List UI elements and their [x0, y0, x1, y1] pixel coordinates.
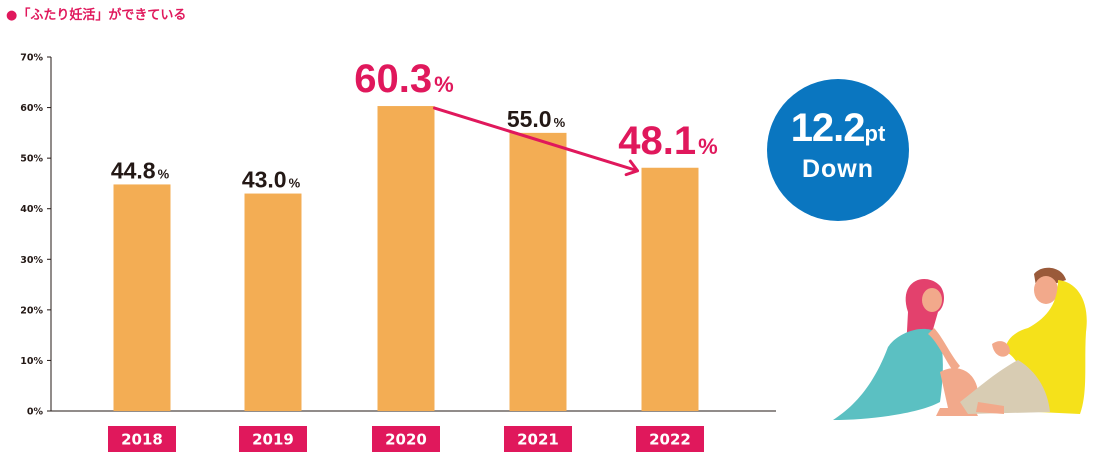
y-tick-label: 50% — [20, 154, 43, 165]
value-percent: % — [434, 72, 454, 97]
category-label-2019: 2019 — [252, 431, 294, 449]
bar-2020 — [377, 106, 435, 411]
woman-arm — [928, 328, 960, 372]
value-label-2021: 55.0% — [507, 106, 566, 132]
woman-dress — [833, 328, 943, 420]
y-tick-label: 20% — [20, 305, 43, 316]
category-label-2018: 2018 — [121, 431, 163, 449]
down-badge: 12.2pt Down — [767, 79, 909, 221]
y-tick-label: 70% — [20, 53, 43, 64]
category-box-2018 — [108, 426, 176, 452]
couple-illustration — [833, 267, 1087, 420]
trend-arrow-head — [624, 159, 639, 177]
value-label-2020: 60.3% — [354, 57, 453, 101]
category-box-2019 — [239, 426, 307, 452]
value-number: 44.8 — [111, 157, 156, 183]
bar-2019 — [244, 193, 302, 411]
category-label-2022: 2022 — [649, 431, 691, 449]
man-pants — [960, 360, 1050, 414]
value-label-2019: 43.0% — [242, 167, 301, 193]
value-number: 43.0 — [242, 167, 287, 193]
y-tick-label: 30% — [20, 255, 43, 266]
chart-title: ●「ふたり妊活」ができている — [6, 8, 187, 23]
category-label-2020: 2020 — [385, 431, 427, 449]
man-hoodie — [1005, 280, 1087, 414]
bar-2021 — [509, 132, 567, 411]
value-number: 55.0 — [507, 106, 552, 132]
trend-arrow-line — [433, 106, 639, 173]
value-label-2022: 48.1% — [618, 119, 717, 163]
man-foot — [976, 402, 1004, 414]
value-percent: % — [698, 134, 718, 159]
bar-2022 — [641, 167, 699, 411]
category-box-2020 — [372, 426, 440, 452]
category-label-2021: 2021 — [517, 431, 559, 449]
value-label-2018: 44.8% — [111, 157, 170, 183]
man-face — [1034, 276, 1058, 304]
category-box-2021 — [504, 426, 572, 452]
y-tick-label: 60% — [20, 103, 43, 114]
y-tick-label: 40% — [20, 204, 43, 215]
value-percent: % — [554, 115, 566, 130]
badge-text: Down — [801, 155, 875, 183]
y-tick-label: 0% — [27, 407, 44, 418]
value-percent: % — [289, 176, 301, 191]
value-percent: % — [158, 166, 170, 181]
badge-unit: pt — [864, 121, 886, 146]
y-tick-label: 10% — [20, 356, 43, 367]
badge-value: 12.2 — [790, 106, 866, 150]
category-box-2022 — [636, 426, 704, 452]
bar-2018 — [113, 184, 171, 411]
man-hand — [992, 341, 1010, 357]
woman-face — [922, 288, 942, 312]
value-number: 60.3 — [354, 57, 432, 101]
value-number: 48.1 — [618, 119, 696, 163]
